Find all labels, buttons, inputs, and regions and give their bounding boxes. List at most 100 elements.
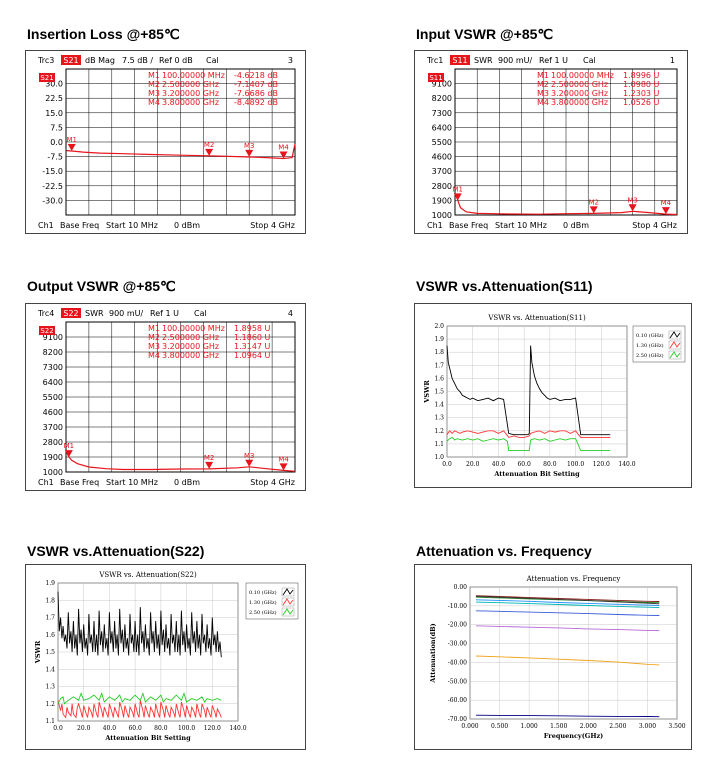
marker-triangle <box>589 206 598 214</box>
marker-triangle <box>245 459 254 467</box>
y-tick-label: -60.00 <box>448 697 467 704</box>
header-trace: Trc1 <box>426 56 443 65</box>
marker-table-value: -8.4892 dB <box>234 98 278 107</box>
x-tick-label: 2.000 <box>580 723 597 730</box>
y-tick-label: 1.1 <box>45 718 55 725</box>
header-channel: 3 <box>288 56 293 65</box>
header-format: dB Mag <box>85 56 115 65</box>
header-ref: Ref 1 U <box>539 56 568 65</box>
header-param: S11 <box>452 56 467 65</box>
x-tick-label: 100.0 <box>178 725 195 732</box>
y-tick-label: 9100 <box>43 333 63 342</box>
footer-stop: Stop 4 GHz <box>250 221 295 230</box>
series-line <box>475 625 660 632</box>
header-channel: 1 <box>670 56 675 65</box>
x-tick-label: 40.0 <box>492 461 506 468</box>
marker-table-name: M2 <box>537 80 549 89</box>
footer-stop: Stop 4 GHz <box>632 221 677 230</box>
y-tick-label: 5500 <box>43 393 63 402</box>
legend-entry: 2.50 (GHz) <box>249 609 277 616</box>
marker-triangle <box>205 148 214 156</box>
x-axis-label: Attenuation Bit Setting <box>104 734 191 742</box>
marker-triangle <box>661 207 670 215</box>
y-tick-label: 15.0 <box>45 109 63 118</box>
footer-channel: Ch1 <box>427 221 443 230</box>
marker-table-freq: 100.00000 MHz <box>162 324 225 333</box>
marker-table-name: M3 <box>537 89 549 98</box>
legend-entry: 1.30 (GHz) <box>636 342 664 349</box>
marker-triangle <box>245 149 254 157</box>
trace-tag-badge <box>39 326 55 335</box>
y-tick-label: -20.00 <box>448 622 467 629</box>
inner-title: VSWR vs. Attenuation(S22) <box>98 571 197 579</box>
trace-line <box>66 143 296 160</box>
marker-label: M4 <box>661 199 672 207</box>
legend-entry: 1.30 (GHz) <box>249 599 277 606</box>
chart-title-atten-vs-freq: Attenuation vs. Frequency <box>416 543 592 559</box>
x-tick-label: 0.0 <box>53 725 63 732</box>
chart-title-vswr-atten-s22: VSWR vs.Attenuation(S22) <box>27 543 205 559</box>
footer-start: Start 10 MHz <box>495 221 547 230</box>
footer-mode: Base Freq <box>60 221 99 230</box>
y-tick-label: 1.8 <box>45 597 55 604</box>
legend-swatch <box>669 351 681 359</box>
y-tick-label: 7.5 <box>50 123 63 132</box>
marker-table-freq: 100.00000 MHz <box>551 71 614 80</box>
marker-triangle <box>628 204 637 212</box>
y-tick-label: 1.9 <box>434 336 444 343</box>
plot-panel-vswr-atten-s22: VSWR vs. Attenuation(S22) 0.0 20.0 40.0 60.0… <box>25 564 306 750</box>
y-tick-label: 4600 <box>432 153 452 162</box>
trace-tag: S22 <box>40 327 53 335</box>
header-channel: 4 <box>288 309 293 318</box>
y-tick-label: -22.5 <box>42 182 63 191</box>
x-tick-label: 0.000 <box>461 723 478 730</box>
marker-table-value: 1.0980 U <box>623 80 660 89</box>
series-line <box>475 601 660 609</box>
marker-table-value: 1.1860 U <box>234 333 271 342</box>
y-tick-label: 2.0 <box>434 323 444 330</box>
series-line <box>475 595 660 605</box>
y-tick-label: -7.5 <box>47 153 63 162</box>
legend-swatch-box <box>668 350 682 360</box>
marker-label: M2 <box>204 454 215 462</box>
marker-table-freq: 3.800000 GHz <box>162 98 219 107</box>
marker-table-freq: 100.00000 MHz <box>162 71 225 80</box>
x-tick-label: 120.0 <box>593 461 610 468</box>
x-tick-label: 120.0 <box>204 725 221 732</box>
marker-triangle <box>67 143 76 151</box>
marker-table-value: -7.1407 dB <box>234 80 278 89</box>
vna-panel-output-vswr: Trc4 S22 SWR 900 mU/Ref 1 U Cal 4 9100 8200 7300… <box>25 303 306 491</box>
marker-table-freq: 3.200000 GHz <box>162 342 219 351</box>
trace-tag: S21 <box>40 74 53 82</box>
footer-start: Start 10 MHz <box>106 478 158 487</box>
inner-title: Attenuation vs. Frequency <box>526 575 621 583</box>
y-tick-label: 30.0 <box>45 80 63 89</box>
x-tick-label: 1.500 <box>550 723 567 730</box>
y-tick-label: 8200 <box>43 348 63 357</box>
footer-power: 0 dBm <box>174 221 200 230</box>
y-tick-label: 7300 <box>432 109 452 118</box>
plot-atten-vs-freq: Attenuation vs. Frequency 0.000 0.500 1.000… <box>429 575 686 740</box>
y-tick-label: 3700 <box>432 167 452 176</box>
marker-table-freq: 2.500000 GHz <box>162 80 219 89</box>
marker-table-freq: 3.200000 GHz <box>162 89 219 98</box>
y-tick-label: 9100 <box>432 80 452 89</box>
y-tick-label: 1000 <box>432 211 452 220</box>
x-axis-label: Frequency(GHz) <box>544 732 603 740</box>
footer-stop: Stop 4 GHz <box>250 478 295 487</box>
x-tick-label: 100.0 <box>567 461 584 468</box>
marker-table-name: M1 <box>537 71 549 80</box>
marker-table-value: 1.3147 U <box>234 342 271 351</box>
header-format: SWR <box>85 309 104 318</box>
legend-swatch-box <box>668 340 682 350</box>
trace-tag: S11 <box>429 74 442 82</box>
header-param: S22 <box>63 309 78 318</box>
x-axis-label: Attenuation Bit Setting <box>493 470 580 478</box>
y-tick-label: 1.4 <box>45 666 55 673</box>
y-tick-label: 1.8 <box>434 349 444 356</box>
footer-power: 0 dBm <box>174 478 200 487</box>
header-param-badge <box>61 308 81 318</box>
x-tick-label: 60.0 <box>517 461 531 468</box>
marker-table-value: -4.6218 dB <box>234 71 278 80</box>
marker-table-name: M4 <box>148 351 160 360</box>
